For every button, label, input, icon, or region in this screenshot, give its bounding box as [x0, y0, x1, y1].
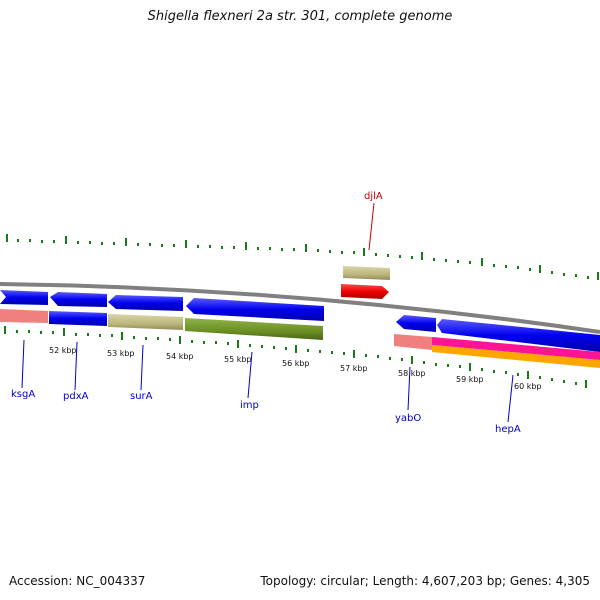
- genome-title: Shigella flexneri 2a str. 301, complete …: [147, 9, 453, 24]
- scale-label: 57 kbp: [340, 364, 368, 373]
- scale-label: 52 kbp: [49, 346, 77, 355]
- gene-label-ksgA[interactable]: ksgA: [11, 389, 35, 400]
- feature-ksgA-gene[interactable]: [0, 309, 48, 323]
- gene-label-imp[interactable]: imp: [240, 400, 259, 411]
- scale-labels: 52 kbp 53 kbp 54 kbp 55 kbp 56 kbp 57 kb…: [49, 346, 542, 391]
- feature-pdxA-cds[interactable]: [50, 292, 107, 307]
- accession-text: Accession: NC_004337: [9, 574, 146, 588]
- scale-label: 55 kbp: [224, 355, 252, 364]
- gene-label-hepA[interactable]: hepA: [495, 424, 521, 435]
- gene-label-djlA[interactable]: djlA: [364, 191, 383, 202]
- feature-imp-cds[interactable]: [186, 298, 324, 321]
- gene-label-surA[interactable]: surA: [130, 391, 153, 402]
- feature-pdxA-gene[interactable]: [49, 311, 107, 326]
- feature-djlA-rna[interactable]: [343, 266, 390, 280]
- outer-tick-ring: [6, 234, 599, 280]
- feature-surA-cds[interactable]: [108, 295, 183, 311]
- gene-label-pdxA[interactable]: pdxA: [63, 391, 89, 402]
- feature-djlA-cds[interactable]: [341, 284, 389, 299]
- scale-label: 53 kbp: [107, 349, 135, 358]
- feature-surA-gene[interactable]: [108, 314, 183, 330]
- scale-label: 54 kbp: [166, 352, 194, 361]
- scale-label: 58 kbp: [398, 369, 426, 378]
- scale-label: 56 kbp: [282, 359, 310, 368]
- topology-text: Topology: circular; Length: 4,607,203 bp…: [260, 574, 590, 588]
- scale-label: 59 kbp: [456, 375, 484, 384]
- feature-hepA-cds[interactable]: [437, 319, 600, 352]
- feature-hepA-gene[interactable]: [432, 337, 600, 368]
- feature-ksgA-cds[interactable]: [0, 290, 48, 305]
- genome-backbone: [0, 282, 600, 334]
- feature-yabO-cds[interactable]: [396, 315, 436, 332]
- inner-tick-ring: [4, 326, 587, 388]
- feature-yabO-gene[interactable]: [394, 334, 432, 350]
- scale-label: 60 kbp: [514, 382, 542, 391]
- gene-label-leaders: [21, 202, 514, 423]
- feature-imp-gene[interactable]: [185, 318, 323, 340]
- gene-label-yabO[interactable]: yabO: [395, 413, 421, 424]
